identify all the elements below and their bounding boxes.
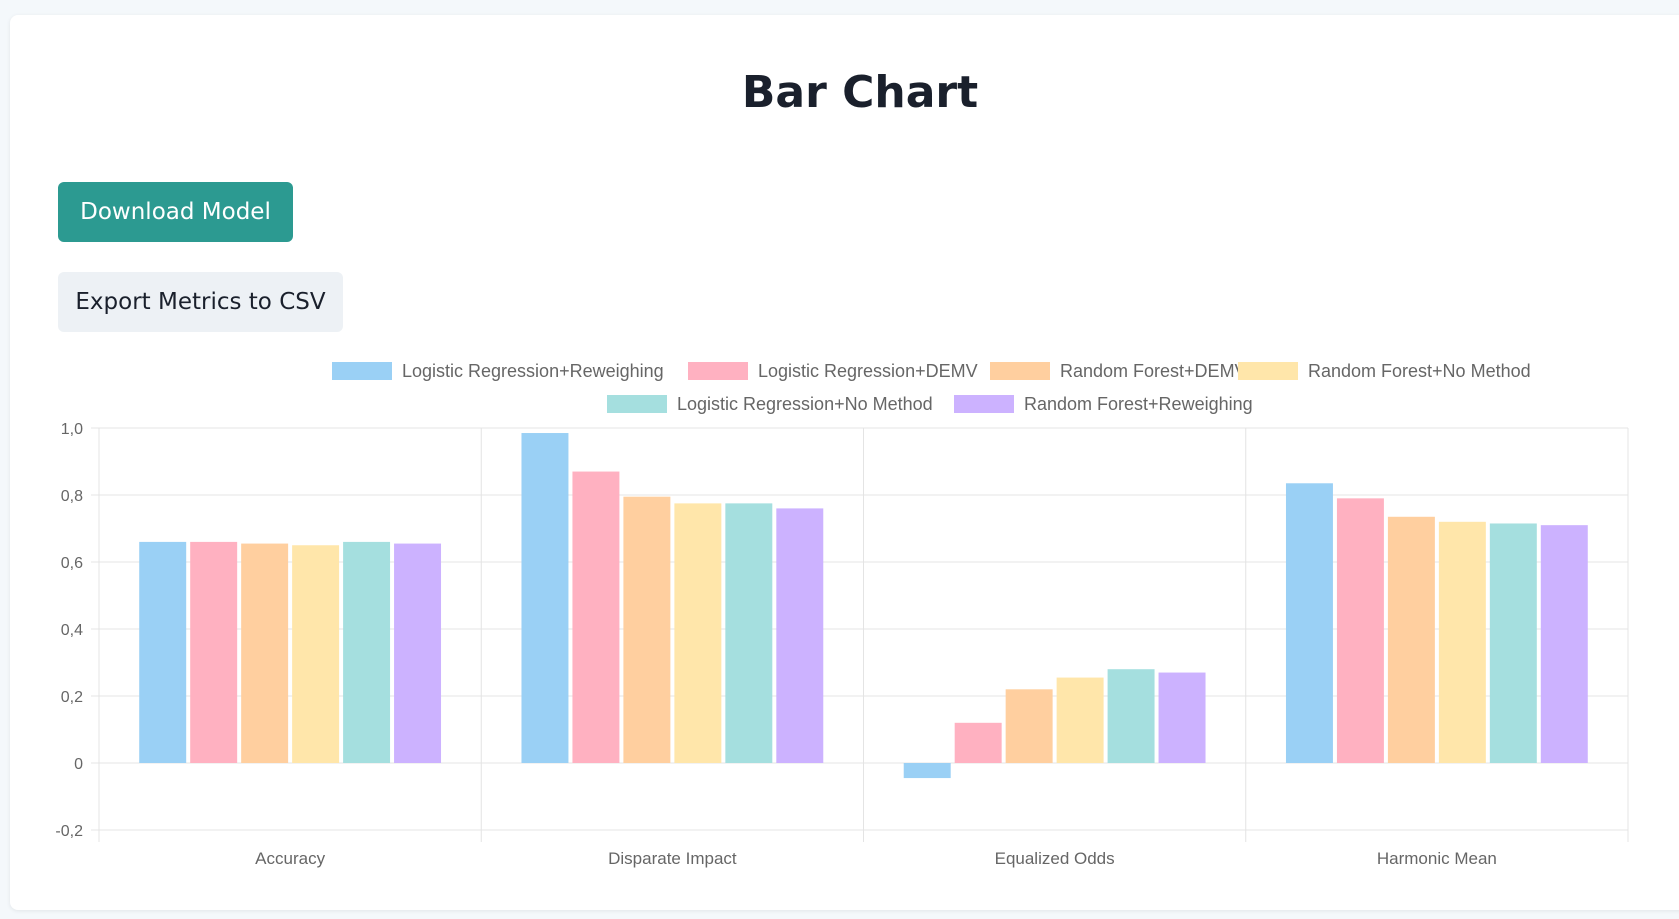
download-model-button[interactable]: Download Model <box>58 182 293 242</box>
main-card: Bar Chart Download Model Export Metrics … <box>10 15 1679 910</box>
page-title: Bar Chart <box>741 67 979 118</box>
export-csv-button[interactable]: Export Metrics to CSV <box>58 272 343 332</box>
